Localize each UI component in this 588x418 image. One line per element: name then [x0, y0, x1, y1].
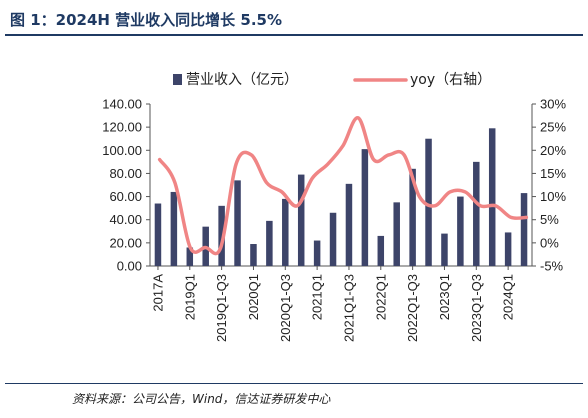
y-left-tick-label: 0.00	[117, 259, 142, 274]
bar	[441, 233, 448, 266]
y-left-tick-label: 40.00	[109, 212, 142, 227]
y-left-tick-label: 100.00	[102, 143, 142, 158]
bar	[266, 220, 273, 266]
bar	[154, 203, 162, 266]
bar	[186, 247, 194, 266]
bar	[282, 198, 289, 266]
y-right-tick-label: -5%	[540, 259, 564, 274]
bar	[409, 168, 416, 266]
y-left-tick-label: 80.00	[109, 166, 142, 181]
y-left-tick-label: 120.00	[102, 120, 142, 135]
bar	[170, 191, 178, 266]
legend-bar-swatch	[173, 74, 182, 85]
figure-title: 图 1：2024H 营业收入同比增长 5.5%	[10, 11, 283, 29]
bar	[473, 161, 480, 266]
y-right-tick-label: 10%	[540, 189, 566, 204]
bar	[520, 193, 528, 266]
y-left-tick-label: 140.00	[102, 97, 142, 112]
legend-line-label: yoy（右轴）	[410, 72, 491, 88]
bar	[361, 149, 369, 266]
bar	[250, 244, 257, 266]
y-right-tick-label: 30%	[540, 97, 566, 112]
bar	[488, 128, 496, 266]
y-left-tick-label: 20.00	[109, 235, 142, 250]
bar	[329, 212, 337, 266]
x-tick-label: 2023Q1	[437, 274, 452, 320]
bar	[234, 180, 241, 266]
y-right-tick-label: 0%	[540, 235, 559, 250]
x-tick-label: 2020Q1-Q3	[278, 274, 293, 342]
bar	[345, 183, 353, 266]
x-tick-label: 2022Q1-Q3	[405, 274, 420, 342]
x-tick-label: 2019Q1-Q3	[214, 274, 229, 342]
bar	[504, 232, 512, 266]
x-tick-label: 2023Q1-Q3	[469, 274, 484, 342]
x-tick-label: 2024Q1	[501, 274, 516, 320]
legend-bar-label: 营业收入（亿元）	[186, 72, 298, 88]
y-right-tick-label: 5%	[540, 212, 559, 227]
x-tick-label: 2020Q1	[246, 274, 261, 320]
x-tick-label: 2021Q1	[310, 274, 325, 320]
bar	[393, 202, 400, 266]
source-note: 资料来源：公司公告，Wind，信达证券研发中心	[72, 392, 331, 406]
bar	[457, 196, 464, 266]
source-rule	[5, 383, 583, 384]
y-right-tick-label: 25%	[540, 120, 566, 135]
title-rule	[5, 34, 583, 36]
y-right-tick-label: 15%	[540, 166, 566, 181]
bar	[425, 138, 432, 266]
x-tick-label: 2017A	[150, 274, 165, 312]
y-left-tick-label: 60.00	[109, 189, 142, 204]
bar	[218, 205, 225, 266]
x-tick-label: 2019Q1	[182, 274, 197, 320]
yoy-line	[157, 116, 529, 256]
bar	[297, 174, 305, 266]
y-right-tick-label: 20%	[540, 143, 566, 158]
bar	[313, 240, 321, 266]
bar	[377, 235, 385, 266]
x-tick-label: 2021Q1-Q3	[341, 274, 356, 342]
x-tick-label: 2022Q1	[373, 274, 388, 320]
